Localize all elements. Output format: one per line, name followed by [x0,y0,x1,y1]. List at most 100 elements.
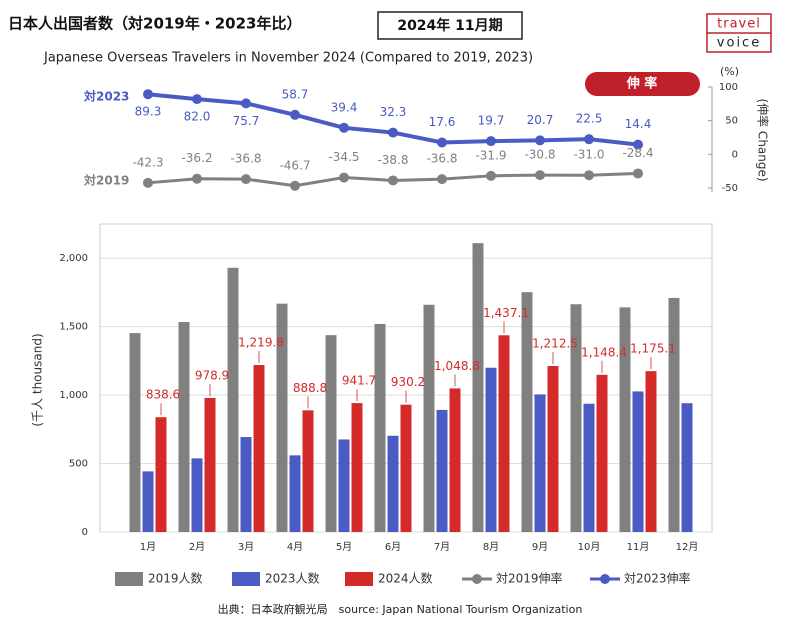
bar [547,366,559,532]
x-tick-label: 12月 [676,541,699,553]
rate-point [339,122,349,133]
y2-tick-label: 100 [719,82,738,93]
legend-label: 2019人数 [148,571,203,586]
rate-point [486,136,496,147]
bar [472,243,484,533]
x-tick-label: 1月 [140,541,156,553]
subtitle: Japanese Overseas Travelers in November … [43,51,533,66]
x-tick-label: 2月 [189,541,205,553]
value-label: 19.7 [478,114,505,128]
bar [387,435,399,532]
value-label: 58.7 [282,87,309,101]
badge-text: 伸 率 [626,76,658,92]
value-label: 838.6 [146,388,180,402]
bar [400,404,412,532]
rate-point [388,127,398,138]
bar [681,403,693,532]
bar [302,410,314,532]
value-label: 14.4 [625,117,652,131]
bar [253,365,265,532]
bar [583,403,595,532]
x-tick-label: 6月 [385,541,401,553]
bar [436,409,448,532]
bar [619,307,631,532]
rate-point [290,180,300,191]
bar [240,436,252,532]
unit-label: (%) [720,65,739,78]
bar [204,397,216,532]
rate-point [633,139,643,150]
legend-swatch [345,572,373,586]
y2-tick-label: -50 [722,183,738,194]
legend-label: 2024人数 [378,571,433,586]
rate-point [192,173,202,184]
rate-point [535,170,545,181]
x-tick-label: 5月 [336,541,352,553]
value-label: 89.3 [135,105,162,119]
bar [570,304,582,532]
bar [498,335,510,532]
legend-label: 対2023伸率 [624,571,691,586]
rate-point [192,94,202,105]
y-tick-label: 0 [82,527,88,538]
chart-title: 日本人出国者数（対2019年・2023年比） [8,15,302,33]
x-tick-label: 10月 [578,541,601,553]
value-label: -28.4 [622,146,653,160]
value-label: 941.7 [342,374,376,388]
value-label: -36.8 [230,152,261,166]
value-label: 17.6 [429,115,456,129]
bar [325,335,337,532]
y2-tick-label: 0 [732,149,738,160]
series-label: 対2019 [83,173,129,188]
value-label: 39.4 [331,100,358,114]
legend-dot [472,574,482,584]
y-tick-label: 500 [69,459,88,470]
logo-top: travel [717,17,761,32]
rate-point [486,170,496,181]
rate-point [143,89,153,100]
y-tick-label: 1,500 [59,322,88,333]
bar [521,292,533,532]
value-label: 22.5 [576,112,603,126]
bar [632,391,644,532]
x-tick-label: 7月 [434,541,450,553]
x-tick-label: 3月 [238,541,254,553]
bar [178,322,190,532]
bar [534,394,546,532]
value-label: 888.8 [293,381,327,395]
value-label: -38.8 [377,153,408,167]
y-tick-label: 2,000 [59,253,88,264]
bar [668,297,680,532]
rate-point [584,170,594,181]
rate-point [437,137,447,148]
value-label: 32.3 [380,105,407,119]
bar [423,304,435,532]
period: 2024年 11月期 [397,17,502,34]
bar [289,455,301,532]
legend-label: 2023人数 [265,571,320,586]
bar [645,371,657,532]
value-label: 1,437.1 [483,306,529,320]
value-label: 82.0 [184,110,211,124]
value-label: 1,219.8 [238,336,284,350]
value-label: 978.9 [195,368,229,382]
bar [449,388,461,532]
logo-bottom: voice [717,36,761,51]
value-label: -36.8 [426,152,457,166]
rate-point [241,98,251,109]
period-box [377,11,523,40]
value-label: -46.7 [279,158,310,172]
y2-axis-label: (伸率 Change) [756,98,771,181]
value-label: 1,175.1 [630,342,676,356]
rate-point [633,168,643,179]
value-label: -30.8 [524,148,555,162]
bar [142,471,154,532]
value-label: -34.5 [328,150,359,164]
value-label: 1,148.4 [581,345,627,359]
value-label: 20.7 [527,113,554,127]
value-label: -36.2 [181,151,212,165]
bar [276,303,288,532]
bar [191,458,203,532]
rate-point [437,174,447,185]
series-label: 対2023 [83,89,129,104]
